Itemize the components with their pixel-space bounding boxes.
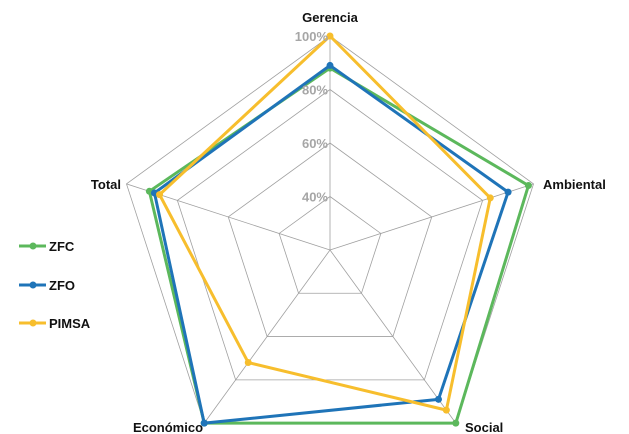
spoke-ambiental: [329, 183, 534, 251]
point-zfo-gerencia: [326, 61, 334, 69]
point-zfc-social: [452, 419, 460, 427]
grid-ring-80: [176, 89, 484, 381]
axis-label-economico: Económico: [133, 420, 203, 434]
axis-label-ambiental: Ambiental: [543, 177, 606, 192]
axis-label-total: Total: [91, 177, 121, 192]
point-zfo-economico: [200, 419, 208, 427]
tick-labels: 40% 60% 80% 100%: [295, 29, 329, 205]
point-pimsa-social: [442, 406, 450, 414]
point-zfo-ambiental: [504, 188, 512, 196]
series-line-pimsa: [158, 34, 492, 412]
series-pimsa: [156, 32, 494, 414]
legend-label-zfc: ZFC: [49, 239, 75, 254]
legend-label-pimsa: PIMSA: [49, 316, 91, 331]
series-zfo: [150, 61, 512, 427]
point-pimsa-gerencia: [326, 32, 334, 40]
point-pimsa-economico: [244, 359, 252, 367]
tick-label-100: 100%: [295, 29, 329, 44]
spoke-economico: [203, 249, 331, 424]
legend-item-zfc: ZFC: [19, 239, 75, 254]
tick-label-80: 80%: [302, 83, 328, 98]
legend-item-zfo: ZFO: [19, 278, 75, 293]
point-pimsa-ambiental: [486, 194, 494, 202]
legend-marker-zfc: [29, 242, 37, 250]
grid-ring-60: [227, 142, 433, 337]
tick-label-40: 40%: [302, 190, 328, 205]
legend-marker-zfo: [29, 281, 37, 289]
grid-ring-40: [278, 196, 382, 294]
point-pimsa-total: [156, 191, 164, 199]
axis-label-gerencia: Gerencia: [302, 10, 358, 25]
legend-label-zfo: ZFO: [49, 278, 75, 293]
series-zfc: [145, 64, 532, 427]
point-zfo-social: [434, 395, 442, 403]
axis-labels: Gerencia Ambiental Social Económico Tota…: [91, 10, 606, 434]
tick-label-60: 60%: [302, 136, 328, 151]
axis-label-social: Social: [465, 420, 503, 434]
spoke-social: [329, 249, 457, 424]
series-line-zfc: [147, 66, 530, 425]
legend-item-pimsa: PIMSA: [19, 316, 91, 331]
legend: ZFC ZFO PIMSA: [19, 239, 91, 331]
series-layer: [145, 32, 532, 427]
point-zfc-ambiental: [524, 182, 532, 190]
legend-marker-pimsa: [29, 319, 37, 327]
grid: [126, 35, 534, 424]
